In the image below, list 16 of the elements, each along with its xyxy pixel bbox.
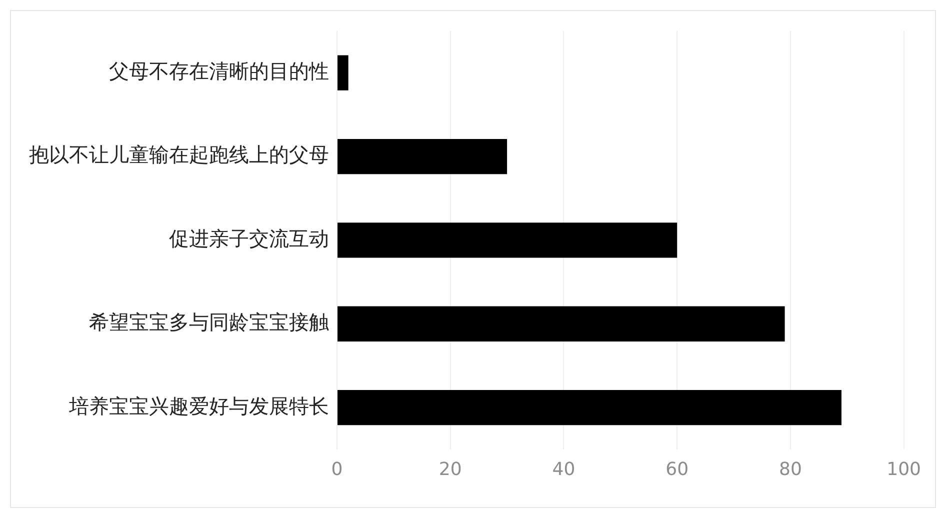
y-tick-label: 抱以不让儿童输在起跑线上的父母 [29, 142, 329, 167]
y-tick-label: 培养宝宝兴趣爱好与发展特长 [68, 394, 329, 418]
bar [338, 138, 508, 174]
x-tick-label: 40 [552, 458, 576, 480]
x-tick-label: 80 [779, 458, 802, 480]
x-tick-label: 100 [886, 458, 921, 480]
x-tick-label: 60 [666, 458, 689, 480]
bar [338, 222, 678, 258]
bar [338, 306, 785, 342]
y-tick-label: 父母不存在清晰的目的性 [109, 59, 329, 84]
x-tick-label: 20 [438, 458, 462, 480]
bar [338, 55, 348, 90]
y-tick-label: 希望宝宝多与同龄宝宝接触 [89, 310, 329, 334]
x-tick-label: 0 [331, 458, 343, 480]
bar [338, 390, 842, 426]
y-tick-label: 促进亲子交流互动 [169, 226, 329, 250]
